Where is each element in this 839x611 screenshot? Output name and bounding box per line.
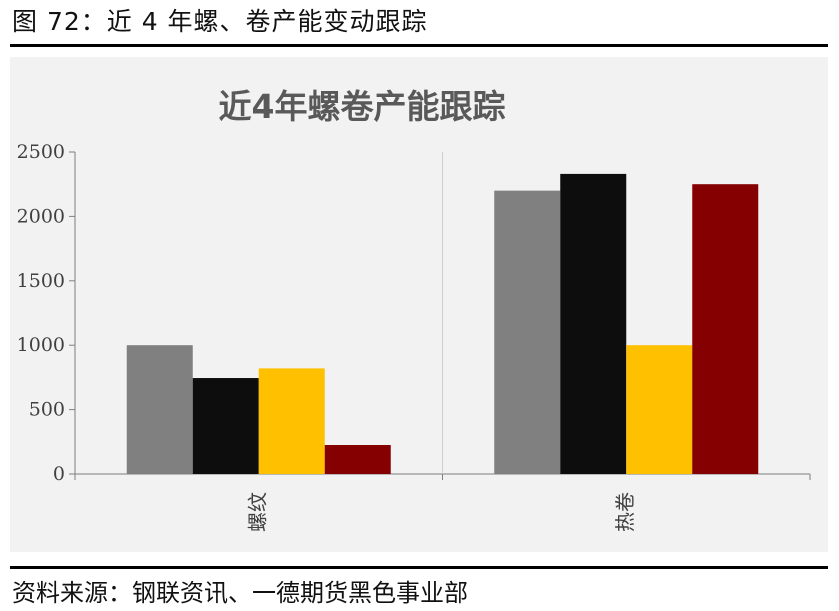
y-tick-label: 1500 bbox=[17, 270, 65, 292]
y-tick-label: 500 bbox=[29, 399, 65, 421]
top-rule bbox=[10, 44, 828, 47]
source-note: 资料来源：钢联资讯、一德期货黑色事业部 bbox=[12, 579, 468, 607]
bar bbox=[258, 368, 325, 474]
bar bbox=[324, 445, 391, 474]
bottom-rule bbox=[10, 566, 828, 569]
bar bbox=[692, 184, 759, 474]
figure-caption: 图 72：近 4 年螺、卷产能变动跟踪 bbox=[12, 7, 428, 36]
bar bbox=[494, 190, 561, 474]
y-tick-label: 1000 bbox=[17, 334, 65, 356]
y-tick-label: 0 bbox=[53, 463, 65, 485]
bar bbox=[560, 173, 627, 474]
y-tick-label: 2500 bbox=[17, 141, 65, 163]
bar bbox=[192, 378, 259, 474]
bar bbox=[626, 345, 693, 474]
x-category-label: 热卷 bbox=[613, 492, 637, 532]
chart: 近4年螺卷产能跟踪 0 500 1000 1500 2000 2500 螺纹 热卷 bbox=[17, 87, 811, 532]
chart-title: 近4年螺卷产能跟踪 bbox=[219, 87, 506, 126]
y-tick-label: 2000 bbox=[17, 205, 65, 227]
x-category-label: 螺纹 bbox=[245, 492, 269, 532]
bar bbox=[126, 345, 193, 474]
